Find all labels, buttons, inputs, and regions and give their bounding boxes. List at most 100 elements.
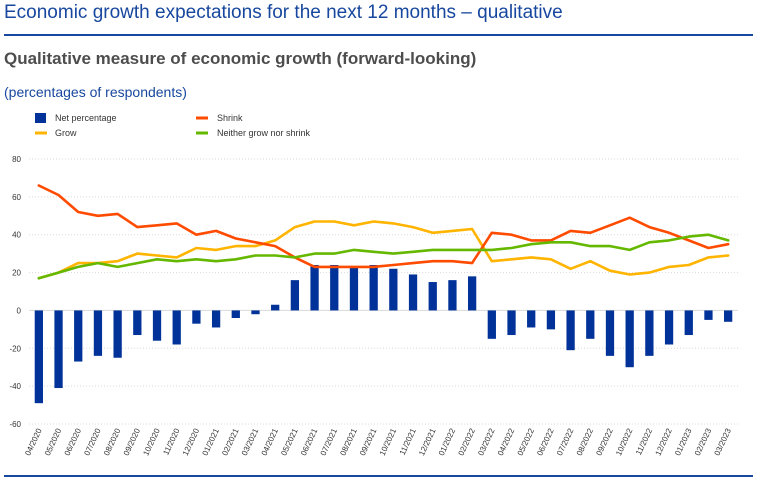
y-tick-label: 0 (17, 306, 22, 315)
x-tick-label: 11/2021 (398, 427, 418, 457)
x-tick-label: 03/2022 (476, 427, 497, 458)
line-shrink (37, 184, 730, 269)
bar-net-percentage (605, 310, 615, 356)
bar-net-percentage (704, 310, 713, 320)
x-tick-label: 05/2020 (43, 427, 64, 458)
x-tick-label: 04/2021 (260, 427, 281, 458)
bar-net-percentage (724, 310, 733, 322)
legend-label-grow: Grow (55, 128, 77, 138)
x-tick-label: 09/2022 (594, 427, 615, 458)
x-tick-label: 01/2023 (673, 427, 694, 458)
x-tick-label: 08/2022 (575, 427, 596, 458)
x-tick-label: 07/2020 (82, 427, 103, 458)
grid (29, 158, 738, 425)
bar-net-percentage (369, 265, 378, 311)
bar-net-percentage (546, 310, 556, 330)
bar-net-percentage (408, 274, 418, 311)
bar-net-percentage (448, 280, 457, 311)
bar-net-percentage (271, 304, 280, 311)
x-tick-label: 12/2020 (181, 427, 202, 458)
x-tick-label: 05/2022 (516, 427, 537, 458)
bar-net-percentage (133, 310, 142, 336)
x-tick-label: 03/2023 (713, 427, 734, 458)
x-tick-label: 09/2020 (122, 427, 143, 458)
legend-label-net-percentage: Net percentage (55, 113, 117, 123)
bar-net-percentage (487, 310, 496, 339)
chart-title: Qualitative measure of economic growth (… (4, 49, 477, 68)
bars-net-percentage (34, 265, 733, 404)
x-tick-label: 11/2020 (161, 427, 181, 457)
legend-swatch-net-percentage (35, 113, 46, 123)
bar-net-percentage (74, 310, 83, 362)
x-tick-label: 10/2020 (141, 427, 162, 458)
y-tick-label: 40 (12, 231, 21, 240)
bar-net-percentage (645, 310, 654, 356)
bar-net-percentage (389, 268, 398, 311)
bar-net-percentage (93, 310, 103, 356)
x-tick-label: 08/2021 (338, 427, 359, 458)
x-tick-label: 10/2021 (378, 427, 399, 458)
x-tick-label: 01/2022 (437, 427, 458, 458)
y-tick-label: 20 (12, 269, 21, 278)
bar-net-percentage (113, 310, 122, 358)
bar-net-percentage (566, 310, 575, 351)
line-neither-grow-nor-shrink (37, 233, 730, 280)
x-tick-label: 10/2022 (614, 427, 635, 458)
bar-net-percentage (172, 310, 181, 345)
bar-net-percentage (664, 310, 674, 345)
bar-net-percentage (349, 266, 359, 311)
legend: Net percentage Grow Shrink Neither grow … (35, 113, 311, 138)
x-tick-label: 01/2021 (201, 427, 222, 458)
bar-net-percentage (310, 265, 319, 311)
bar-net-percentage (507, 310, 516, 336)
y-tick-label: 80 (12, 155, 21, 164)
bar-net-percentage (467, 276, 477, 311)
bar-net-percentage (54, 310, 63, 389)
x-tick-label: 04/2020 (23, 427, 44, 458)
x-axis: 04/2020 05/2020 06/2020 07/2020 08/2020 09/20… (23, 427, 733, 458)
x-tick-label: 02/2021 (220, 427, 241, 458)
legend-label-neither: Neither grow nor shrink (217, 128, 311, 138)
x-tick-label: 11/2022 (634, 427, 654, 457)
x-tick-label: 06/2021 (299, 427, 320, 458)
bar-net-percentage (192, 310, 201, 324)
bar-net-percentage (428, 282, 437, 311)
bar-net-percentage (290, 280, 300, 311)
title-divider (4, 34, 753, 36)
x-tick-label: 08/2020 (102, 427, 123, 458)
x-tick-label: 12/2022 (654, 427, 675, 458)
bar-net-percentage (152, 310, 162, 341)
x-tick-label: 07/2021 (319, 427, 340, 458)
bottom-divider (4, 475, 753, 477)
x-tick-label: 07/2022 (555, 427, 576, 458)
x-tick-label: 06/2022 (535, 427, 556, 458)
x-tick-label: 05/2021 (279, 427, 300, 458)
legend-label-shrink: Shrink (217, 113, 243, 123)
x-tick-label: 02/2023 (693, 427, 714, 458)
y-axis: 80 60 40 20 0 -20 -40 -60 (9, 155, 21, 429)
x-tick-label: 04/2022 (496, 427, 517, 458)
page-title: Economic growth expectations for the nex… (4, 2, 563, 23)
bar-net-percentage (231, 310, 240, 318)
bar-net-percentage (527, 310, 536, 328)
bar-net-percentage (251, 310, 260, 315)
y-tick-label: -60 (9, 420, 21, 429)
bar-net-percentage (586, 310, 595, 339)
x-tick-label: 02/2022 (457, 427, 478, 458)
chart-subtitle: (percentages of respondents) (4, 84, 187, 100)
x-tick-label: 09/2021 (358, 427, 379, 458)
y-tick-label: -20 (9, 344, 21, 353)
x-tick-label: 12/2021 (417, 427, 438, 458)
x-tick-label: 06/2020 (63, 427, 84, 458)
bar-net-percentage (684, 310, 693, 336)
bar-net-percentage (330, 265, 339, 311)
bar-net-percentage (34, 310, 43, 404)
y-tick-label: -40 (9, 382, 21, 391)
line-grow (37, 220, 730, 280)
y-tick-label: 60 (12, 193, 21, 202)
line-series (37, 184, 730, 280)
bar-net-percentage (625, 310, 634, 368)
x-tick-label: 03/2021 (240, 427, 261, 458)
bar-net-percentage (211, 310, 221, 328)
